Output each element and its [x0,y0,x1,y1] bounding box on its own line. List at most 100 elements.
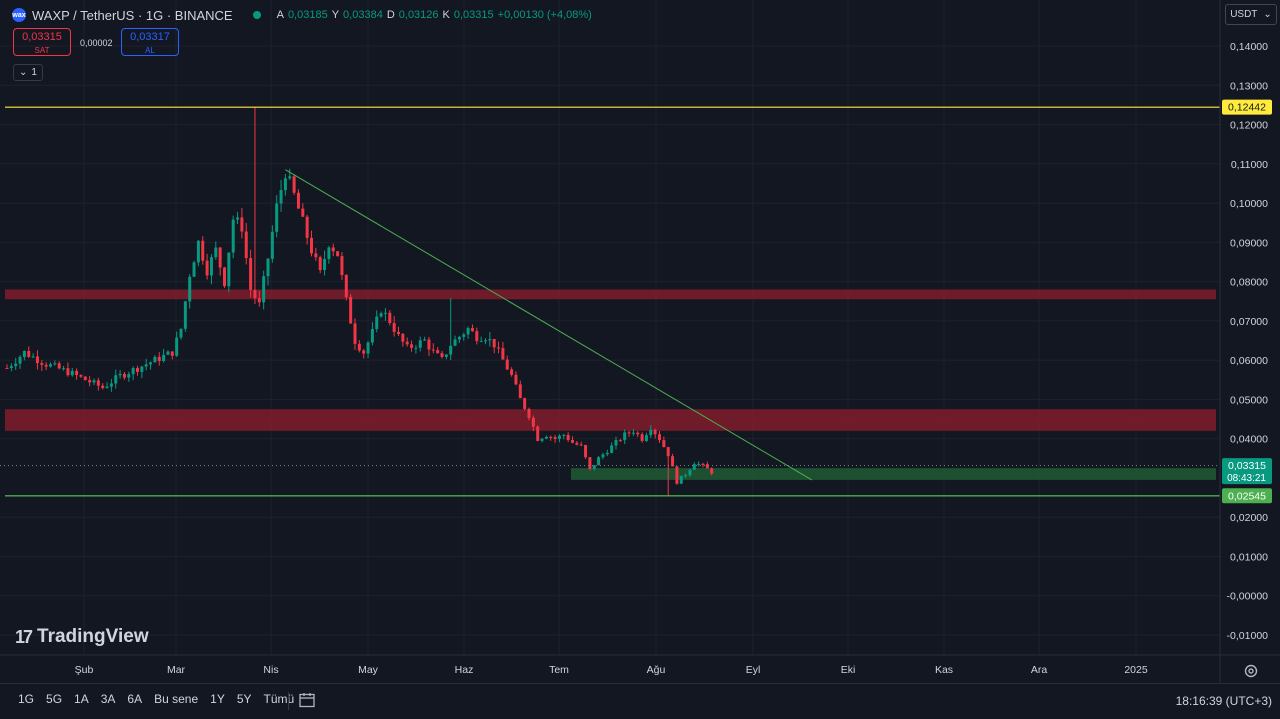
indicators-toggle-button[interactable]: ⌄ 1 [13,64,43,81]
candle-body [214,247,218,258]
candle-body [327,247,331,260]
candle-body [275,203,279,232]
candle-body [362,350,366,354]
candle-body [418,340,422,348]
spread-value: 0,00002 [80,38,113,48]
candle-body [231,219,235,253]
candle-body [109,383,113,387]
candle-body [157,356,161,362]
price-tick-label: -0,00000 [1227,591,1269,603]
tradingview-logo[interactable]: 17 TradingView [15,626,149,647]
candle-body [383,312,387,314]
gear-icon[interactable] [1243,663,1259,679]
candle-body [288,176,292,179]
time-axis[interactable]: Şub Mar Nis May Haz Tem Ağu Eyl Eki Kas Ara 2025 [0,654,1280,676]
range-button[interactable]: 5G [46,692,63,706]
candle-body [218,247,222,268]
candle-body [301,208,305,217]
candle-body [592,465,596,469]
range-button[interactable]: Tümü [263,692,295,706]
candle-body [705,464,709,469]
candle-body [149,362,153,365]
candle-body [270,231,274,259]
candle-body [470,328,474,332]
range-button[interactable]: 5Y [236,692,252,706]
candle-body [279,190,283,204]
price-zones [5,289,1216,480]
candle-body [236,217,240,220]
range-button[interactable]: 1Y [210,692,225,706]
candle-body [340,256,344,275]
candle-body [510,369,514,375]
candle-body [544,436,548,439]
chart-legend: wax WAXP / TetherUS · 1G · BINANCE A 0,03… [12,6,592,24]
candle-body [649,429,653,436]
candle-body [388,312,392,324]
candle-body [431,349,435,351]
candle-body [188,276,192,302]
resistance-zone [5,409,1216,431]
time-tick-label: Nis [263,664,278,676]
candle-body [505,359,509,370]
toolbar-divider [288,692,289,710]
candle-body [605,452,609,455]
tradingview-logo-icon: 17 [15,626,33,647]
candle-body [101,385,105,388]
time-tick-label: 2025 [1124,664,1148,676]
candle-body [96,380,100,386]
currency-selector[interactable]: USDT ⌄ [1225,4,1277,25]
candle-body [349,297,353,324]
candle-body [566,434,570,441]
range-button[interactable]: 1A [74,692,89,706]
candle-body [536,426,540,441]
candle-body [653,429,657,435]
candle-body [397,331,400,334]
time-tick-label: Eki [841,664,856,676]
time-tick-label: Tem [549,664,569,676]
candle-body [492,338,496,348]
candle-body [671,456,675,467]
candle-body [266,258,270,277]
price-axis[interactable]: 0,14000 0,13000 0,12000 0,11000 0,10000 0,090… [1219,0,1272,683]
candle-body [697,463,701,465]
candle-body [192,262,196,277]
buy-button[interactable]: 0,03317 AL [121,28,179,56]
candle-body [35,356,39,364]
price-tick-label: 0,10000 [1230,198,1268,210]
time-tick-label: Eyl [746,664,761,676]
candlestick-series [5,106,714,496]
drawing-lines[interactable] [0,106,1220,497]
chevron-down-icon: ⌄ [1263,9,1272,20]
price-tick-label: 0,06000 [1230,355,1268,367]
range-button[interactable]: 1G [18,692,35,706]
candle-body [627,432,631,434]
candle-body [18,356,22,364]
candle-body [162,354,166,362]
candle-body [640,434,644,441]
candle-body [562,434,566,436]
support-price-tag-bg [1222,488,1272,504]
resistance-price-tag-bg [1222,99,1272,115]
candle-body [679,475,683,484]
candle-body [40,363,44,365]
calendar-icon[interactable] [298,691,316,709]
symbol-title[interactable]: WAXP / TetherUS · 1G · BINANCE [32,7,233,23]
candle-body [392,323,396,332]
candle-body [710,468,714,474]
range-button[interactable]: Bu sene [154,692,199,706]
range-button[interactable]: 3A [100,692,116,706]
timezone-clock[interactable]: 18:16:39 (UTC+3) [1175,694,1272,708]
candle-body [479,341,483,343]
price-tick-label: 0,12000 [1230,120,1268,132]
range-button[interactable]: 6A [127,692,143,706]
candle-body [92,380,96,383]
candle-body [209,257,213,276]
candle-body [88,380,92,383]
candle-body [692,464,696,470]
candle-body [344,274,348,298]
sell-button[interactable]: 0,03315 SAT [13,28,71,56]
candle-body [453,339,457,346]
candle-body [166,351,170,355]
candle-body [44,364,48,367]
